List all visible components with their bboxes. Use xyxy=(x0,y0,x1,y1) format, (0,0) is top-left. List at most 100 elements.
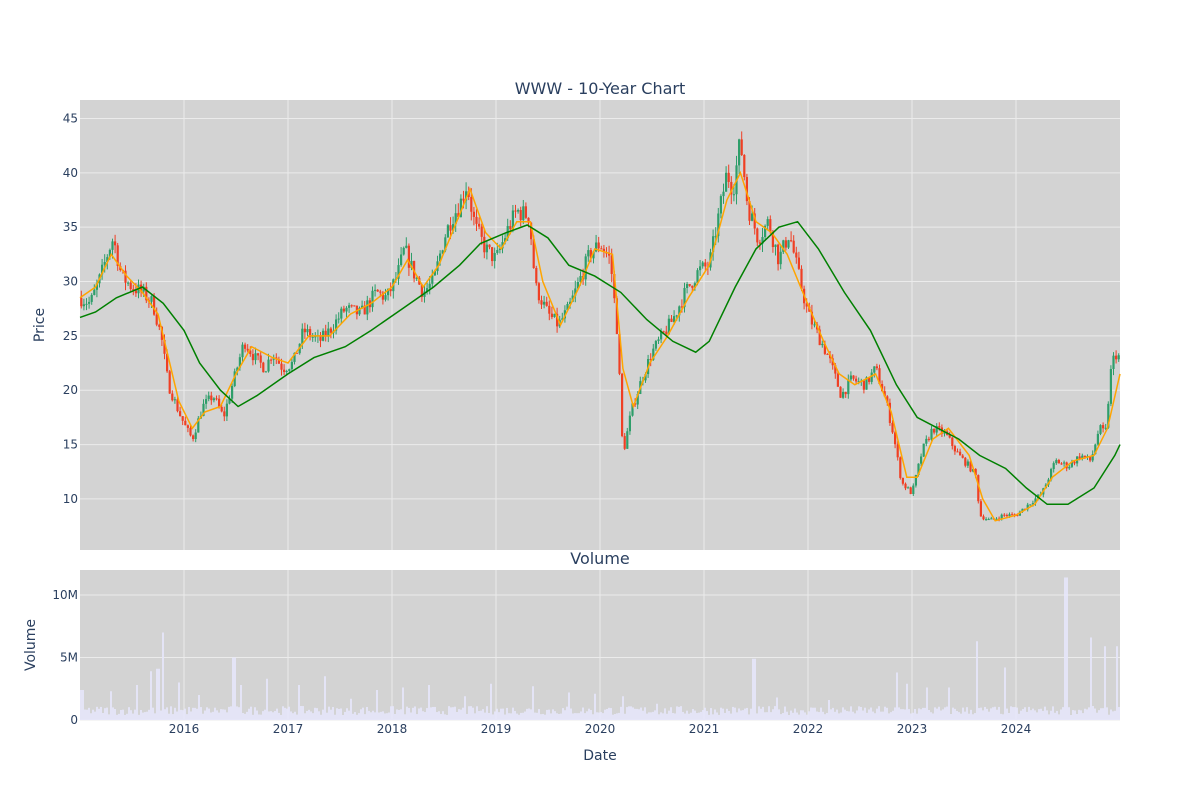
volume-bar xyxy=(196,708,198,720)
volume-bar xyxy=(1032,708,1034,720)
candle-up xyxy=(628,415,631,432)
candle-up xyxy=(1070,461,1073,467)
volume-bar xyxy=(1088,707,1090,720)
candle-down xyxy=(969,461,972,472)
volume-bar xyxy=(998,706,1000,720)
volume-bar xyxy=(232,657,234,720)
volume-bar xyxy=(384,713,386,720)
candle-down xyxy=(753,213,756,229)
candle-down xyxy=(480,226,483,237)
volume-bar xyxy=(580,711,582,720)
volume-bar xyxy=(582,707,584,720)
volume-bar xyxy=(200,707,202,720)
candle-up xyxy=(683,287,686,308)
volume-bar xyxy=(430,707,432,720)
candle-up xyxy=(106,257,109,263)
volume-bar xyxy=(460,709,462,720)
volume-bar xyxy=(104,708,106,720)
volume-bar xyxy=(1022,709,1024,720)
candle-down xyxy=(727,172,730,182)
volume-bars xyxy=(80,577,1120,720)
candle-up xyxy=(337,318,340,320)
candle-down xyxy=(189,427,192,436)
volume-bar xyxy=(110,691,112,720)
candle-up xyxy=(865,377,868,390)
volume-bar xyxy=(946,706,948,720)
candle-up xyxy=(95,283,98,290)
volume-bar xyxy=(516,713,518,720)
candle-down xyxy=(545,301,548,306)
candle-down xyxy=(933,428,936,433)
volume-bar xyxy=(80,690,82,720)
volume-bar xyxy=(150,671,152,720)
candle-up xyxy=(358,307,361,315)
volume-bar xyxy=(850,706,852,720)
x-axis-title: Date xyxy=(583,748,616,764)
volume-bar xyxy=(738,708,740,720)
candle-down xyxy=(129,282,132,290)
volume-bar xyxy=(120,709,122,720)
volume-bar xyxy=(942,709,944,720)
candle-up xyxy=(1096,433,1099,445)
price-chart-title: WWW - 10-Year Chart xyxy=(515,79,686,98)
price-y-ticks: 10 15 20 25 30 35 40 45 xyxy=(63,111,78,505)
volume-bar xyxy=(898,707,900,720)
candle-down xyxy=(114,241,117,246)
candle-down xyxy=(519,210,522,221)
volume-bar xyxy=(618,712,620,720)
volume-bar xyxy=(228,706,230,720)
candle-up xyxy=(595,242,598,252)
volume-bar xyxy=(256,710,258,720)
candle-down xyxy=(704,262,707,267)
candle-down xyxy=(389,288,392,292)
volume-bar xyxy=(462,707,464,720)
candle-down xyxy=(449,225,452,231)
volume-bar xyxy=(606,709,608,720)
volume-bar xyxy=(434,706,436,720)
volume-bar xyxy=(280,714,282,720)
volume-bar xyxy=(422,711,424,720)
volume-bar xyxy=(964,711,966,720)
volume-bar xyxy=(400,709,402,720)
volume-bar xyxy=(540,714,542,720)
candle-up xyxy=(1099,425,1102,434)
volume-bar xyxy=(276,708,278,720)
volume-bar xyxy=(294,711,296,720)
candle-up xyxy=(426,288,429,292)
volume-bar xyxy=(864,707,866,720)
volume-bar xyxy=(490,683,492,720)
candle-down xyxy=(805,303,808,307)
volume-bar xyxy=(316,708,318,720)
volume-bar xyxy=(620,706,622,720)
candle-up xyxy=(907,487,910,489)
candle-up xyxy=(288,369,291,371)
candle-down xyxy=(283,369,286,372)
volume-bar xyxy=(278,712,280,720)
volume-bar xyxy=(938,706,940,720)
candle-up xyxy=(574,288,577,296)
volume-bar xyxy=(354,712,356,720)
candle-down xyxy=(535,267,538,284)
volume-bar xyxy=(158,668,160,720)
volume-bar xyxy=(900,709,902,720)
volume-bar xyxy=(382,711,384,720)
candle-up xyxy=(849,375,852,380)
volume-bar xyxy=(212,711,214,720)
candle-up xyxy=(511,210,514,230)
candle-down xyxy=(80,297,83,307)
candle-down xyxy=(116,245,119,266)
volume-bar xyxy=(392,706,394,720)
volume-bar xyxy=(528,708,530,720)
volume-bar xyxy=(1034,710,1036,720)
candle-down xyxy=(977,475,980,502)
volume-bar xyxy=(752,658,754,720)
volume-bar xyxy=(810,707,812,720)
candle-down xyxy=(1016,515,1019,517)
volume-bar xyxy=(496,708,498,720)
candle-down xyxy=(530,222,533,240)
volume-y-tick-label: 0 xyxy=(70,713,78,727)
volume-bar xyxy=(926,687,928,720)
volume-bar xyxy=(1050,710,1052,720)
volume-bar xyxy=(398,709,400,720)
volume-bar xyxy=(260,714,262,720)
